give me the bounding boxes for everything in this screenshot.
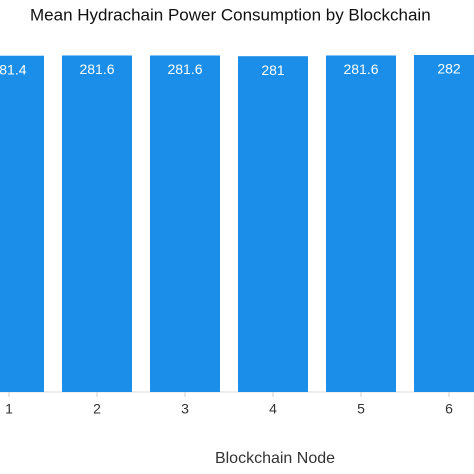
x-axis-label: Blockchain Node — [215, 450, 335, 467]
x-tick-label: 3 — [181, 401, 189, 417]
value-label: 281.6 — [343, 61, 378, 77]
value-label: 282 — [437, 61, 461, 77]
x-tick-label: 1 — [5, 401, 13, 417]
bar — [150, 55, 220, 392]
bar — [62, 55, 132, 392]
bar — [414, 55, 474, 392]
chart-title: Mean Hydrachain Power Consumption by Blo… — [30, 5, 431, 24]
value-label: 281 — [261, 62, 285, 78]
x-tick-label: 2 — [93, 401, 101, 417]
x-tick-label: 6 — [445, 401, 453, 417]
value-label: 281.4 — [0, 61, 27, 77]
x-tick-label: 4 — [269, 401, 277, 417]
value-label: 281.6 — [167, 61, 202, 77]
bar — [0, 55, 44, 393]
x-tick-label: 5 — [357, 401, 365, 417]
bar — [238, 56, 308, 393]
bar — [326, 55, 396, 392]
value-label: 281.6 — [79, 61, 114, 77]
